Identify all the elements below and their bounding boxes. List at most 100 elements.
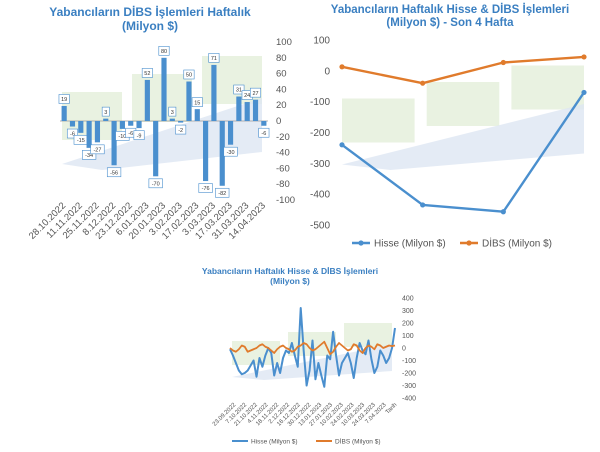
chart2-title-line2: (Milyon $) - Son 4 Hafta: [386, 17, 514, 30]
chart2-series-hisse-line: [341, 91, 585, 213]
chart2-ytick-label: -400: [310, 190, 330, 201]
chart2-series-dibs-point: [500, 59, 506, 66]
chart1-data-label: -30: [227, 150, 235, 156]
chart1-data-label: 71: [211, 56, 217, 62]
chart1-data-label: -56: [110, 170, 118, 176]
chart1-title: Yabancıların DİBS İşlemleri Haftalık (Mi…: [0, 5, 300, 34]
chart3-series-hisse-line: [229, 307, 396, 388]
chart3-watermark-shape: [344, 323, 392, 347]
chart2-ytick-label: 100: [313, 36, 330, 47]
chart3-svg: 4003002001000-100-200-300-40023.09.20227…: [212, 296, 416, 446]
chart1-ytick-label: -20: [276, 132, 290, 143]
chart1-data-label-box: [141, 68, 153, 78]
chart2-title-line1: Yabancıların Haftalık Hisse & DİBS İşlem…: [330, 4, 570, 16]
chart1-bar: [161, 57, 167, 121]
chart3-ytick-label: 400: [402, 296, 414, 303]
chart1-bar: [236, 96, 242, 121]
chart1-data-label: 27: [252, 91, 258, 97]
chart3-ytick-label: 300: [402, 308, 414, 315]
chart1-ytick-label: 20: [276, 100, 287, 111]
chart3-ytick-label: -400: [402, 396, 416, 403]
chart1-bar: [128, 121, 134, 126]
chart1-data-label-box: [101, 106, 110, 117]
chart1-ytick-label: -80: [276, 179, 290, 190]
chart2-legend-hisse-label: Hisse (Milyon $): [374, 239, 446, 250]
chart1-data-label: -6: [70, 132, 75, 138]
chart1-bar: [169, 118, 175, 121]
chart-last4-panel: Yabancıların Haftalık Hisse & DİBS İşlem…: [300, 0, 600, 255]
chart3-series-dibs-line: [229, 340, 396, 356]
chart1-title-line2: (Milyon $): [122, 18, 178, 33]
chart1-bar: [211, 64, 217, 121]
chart3-ytick-label: -300: [402, 383, 416, 390]
chart1-data-label: 80: [161, 49, 167, 55]
chart1-data-label: 50: [186, 73, 192, 79]
chart1-data-label-box: [175, 124, 187, 135]
chart1-ytick-label: 80: [276, 53, 287, 64]
chart1-data-label-box: [168, 106, 177, 117]
chart2-series-dibs-line: [341, 55, 585, 85]
chart2-ytick-label: -100: [310, 97, 330, 108]
chart3-ytick-label: 100: [402, 333, 414, 340]
chart1-bar: [153, 121, 159, 177]
chart2-ytick-label: -500: [310, 221, 330, 232]
chart1-data-label-box: [233, 84, 245, 95]
chart1-data-label-box: [66, 128, 78, 139]
chart1-data-label: 52: [144, 71, 150, 77]
chart1-data-label: -34: [85, 153, 93, 159]
chart2-series-hisse-point: [339, 142, 345, 148]
chart1-ytick-label: 0: [276, 116, 281, 127]
chart3-legend-hisse-label: Hisse (Milyon $): [251, 439, 298, 446]
chart1-data-label-box: [258, 127, 270, 138]
chart1-ytick-label: -100: [276, 195, 295, 206]
chart1-ytick-label: -60: [276, 163, 290, 174]
chart2-legend-dibs-label: DİBS (Milyon $): [482, 237, 552, 250]
chart1-data-label: -6: [261, 131, 266, 137]
chart3-ytick-label: 0: [402, 346, 406, 353]
chart1-data-label-box: [148, 178, 163, 189]
chart1-data-label-box: [106, 167, 122, 178]
chart1-data-label-box: [208, 53, 220, 63]
chart1-data-label: -70: [152, 182, 160, 188]
chart1-data-label: 24: [244, 93, 250, 99]
chart1-bar: [219, 121, 225, 186]
chart1-bar: [186, 81, 192, 121]
chart1-svg: 100806040200-20-40-60-80-10019-6-15-34-2…: [27, 37, 295, 242]
chart1-data-label-box: [223, 146, 238, 157]
chart1-data-label-box: [215, 187, 230, 198]
chart1-data-label: -6: [128, 131, 133, 137]
chart1-data-label: -15: [77, 138, 85, 144]
chart1-data-label: -2: [178, 128, 183, 134]
chart1-watermark-shape: [62, 92, 122, 140]
chart1-bar: [203, 121, 209, 182]
chart1-data-label: 3: [104, 110, 107, 116]
chart1-ytick-label: -40: [276, 148, 290, 159]
chart3-xtick-label: Tarih: [385, 402, 398, 415]
chart2-watermark-shape: [342, 98, 415, 143]
chart1-data-label: 31: [236, 88, 242, 94]
chart-dibs-weekly-panel: Yabancıların DİBS İşlemleri Haftalık (Mi…: [0, 0, 300, 245]
chart1-bar: [61, 105, 67, 121]
chart1-bar: [78, 121, 84, 133]
chart1-data-label-box: [198, 183, 213, 193]
chart1-ytick-label: 100: [276, 37, 292, 48]
chart1-ytick-label: 40: [276, 84, 287, 95]
chart2-series-hisse-point: [581, 89, 587, 96]
chart3-title-line2: (Milyon $): [270, 275, 310, 286]
chart1-bar: [194, 109, 200, 121]
chart2-watermark-shape: [511, 65, 584, 110]
chart1-bar: [136, 121, 142, 129]
chart1-data-label-box: [191, 97, 203, 107]
chart1-title-line1: Yabancıların DİBS İşlemleri Haftalık: [49, 5, 251, 19]
chart1-bar: [144, 79, 150, 121]
chart3-ytick-label: 200: [402, 321, 414, 328]
chart1-data-label: -27: [93, 148, 101, 154]
chart2-series-hisse-point: [420, 202, 426, 208]
chart1-bar: [86, 121, 92, 148]
chart1-data-label: 15: [194, 100, 200, 106]
chart2-series-hisse-point: [500, 209, 506, 215]
chart2-svg: 100 0 -100 -200 -300 -400 -500 Hisse (Milyon $)…: [310, 36, 587, 250]
chart2-series-dibs-point: [339, 64, 345, 70]
chart1-data-label-box: [133, 130, 145, 140]
chart1-bar: [252, 99, 259, 121]
